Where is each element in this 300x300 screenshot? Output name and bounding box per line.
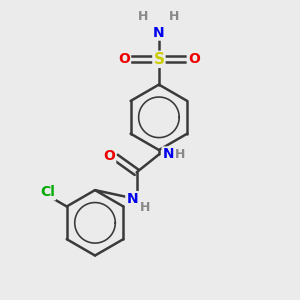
Text: H: H (169, 10, 180, 23)
Text: S: S (153, 52, 164, 67)
Text: H: H (138, 10, 148, 23)
Text: N: N (163, 148, 174, 161)
Text: H: H (175, 148, 185, 161)
Text: Cl: Cl (40, 185, 55, 200)
Text: N: N (126, 192, 138, 206)
Text: O: O (103, 149, 115, 163)
Text: O: O (188, 52, 200, 66)
Text: O: O (118, 52, 130, 66)
Text: N: N (153, 26, 165, 40)
Text: H: H (140, 202, 150, 214)
